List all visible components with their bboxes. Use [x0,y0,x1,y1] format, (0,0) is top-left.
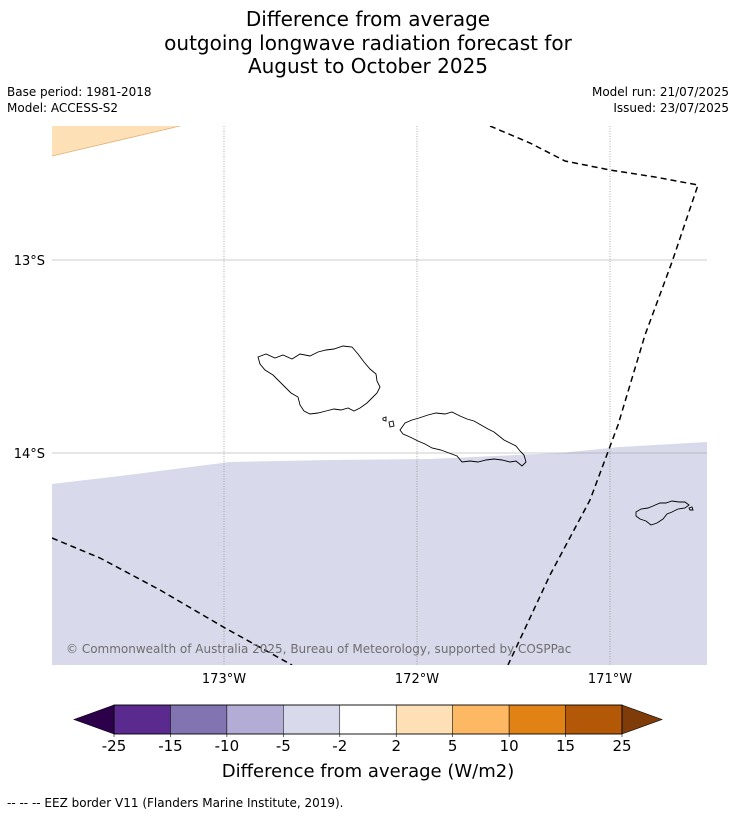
colorbar-swatch-6 [452,704,510,735]
colorbar-tick-label-1: -15 [158,737,183,755]
apolima-islet [382,416,387,422]
colorbar-over-arrow [621,704,663,735]
tutuila-island [635,500,690,526]
upolu-island [399,411,527,467]
graticule [52,126,707,665]
copyright-notice: © Commonwealth of Australia 2025, Bureau… [66,642,571,656]
colorbar-tick-label-6: 5 [448,737,458,755]
colorbar-tick-label-8: 15 [556,737,575,755]
colorbar-swatches [113,704,623,735]
colorbar-tick-label-5: 2 [391,737,401,755]
lat-label-13s: 13°S [14,254,45,269]
colorbar-tick-label-2: -10 [215,737,240,755]
aunuu-islet [688,506,694,511]
colorbar-tick-label-3: -5 [276,737,291,755]
colorbar-swatch-4 [339,704,397,735]
colorbar-swatch-1 [170,704,228,735]
manono-islet [388,420,395,428]
anomaly-shading-positive-edge [52,126,181,157]
colorbar-swatch-0 [113,704,171,735]
chart-title: Difference from average outgoing longwav… [0,7,736,79]
colorbar: -25 -15 -10 -5 -2 2 5 10 15 25 [73,704,663,755]
eez-border-north [489,126,699,665]
eez-borders [52,126,699,665]
eez-footnote: -- -- -- EEZ border V11 (Flanders Marine… [7,796,344,810]
anomaly-shading-negative [52,442,707,665]
colorbar-swatch-3 [283,704,341,735]
colorbar-swatch-5 [395,704,453,735]
title-line-2: outgoing longwave radiation forecast for [164,30,572,55]
colorbar-swatch-7 [508,704,566,735]
model-run-date: Model run: 21/07/2025 [591,85,729,99]
model-info: Base period: 1981-2018 Model: ACCESS-S2 [7,84,152,116]
base-period: Base period: 1981-2018 [7,85,152,99]
model-name: Model: ACCESS-S2 [7,101,119,115]
colorbar-swatch-2 [226,704,284,735]
issued-date: Issued: 23/07/2025 [613,101,729,115]
map-area: © Commonwealth of Australia 2025, Bureau… [52,126,707,665]
eez-border-southwest [52,537,293,665]
run-info: Model run: 21/07/2025 Issued: 23/07/2025 [592,84,729,116]
lon-label-172w: 172°W [395,672,439,687]
colorbar-swatch-8 [565,704,623,735]
colorbar-ticks: -25 -15 -10 -5 -2 2 5 10 15 25 [102,734,632,755]
lon-label-173w: 173°W [202,672,246,687]
colorbar-tick-label-9: 25 [612,737,631,755]
coastlines [257,345,694,526]
colorbar-tick-label-7: 10 [500,737,519,755]
lon-label-171w: 171°W [588,672,632,687]
colorbar-frame [113,704,623,735]
colorbar-label: Difference from average (W/m2) [221,761,515,782]
savaii-island [257,345,381,415]
title-line-3: August to October 2025 [247,54,489,78]
title-line-1: Difference from average [245,7,491,31]
colorbar-tick-label-0: -25 [102,737,127,755]
lat-label-14s: 14°S [14,447,45,462]
colorbar-under-arrow [73,704,115,735]
colorbar-tick-label-4: -2 [332,737,347,755]
